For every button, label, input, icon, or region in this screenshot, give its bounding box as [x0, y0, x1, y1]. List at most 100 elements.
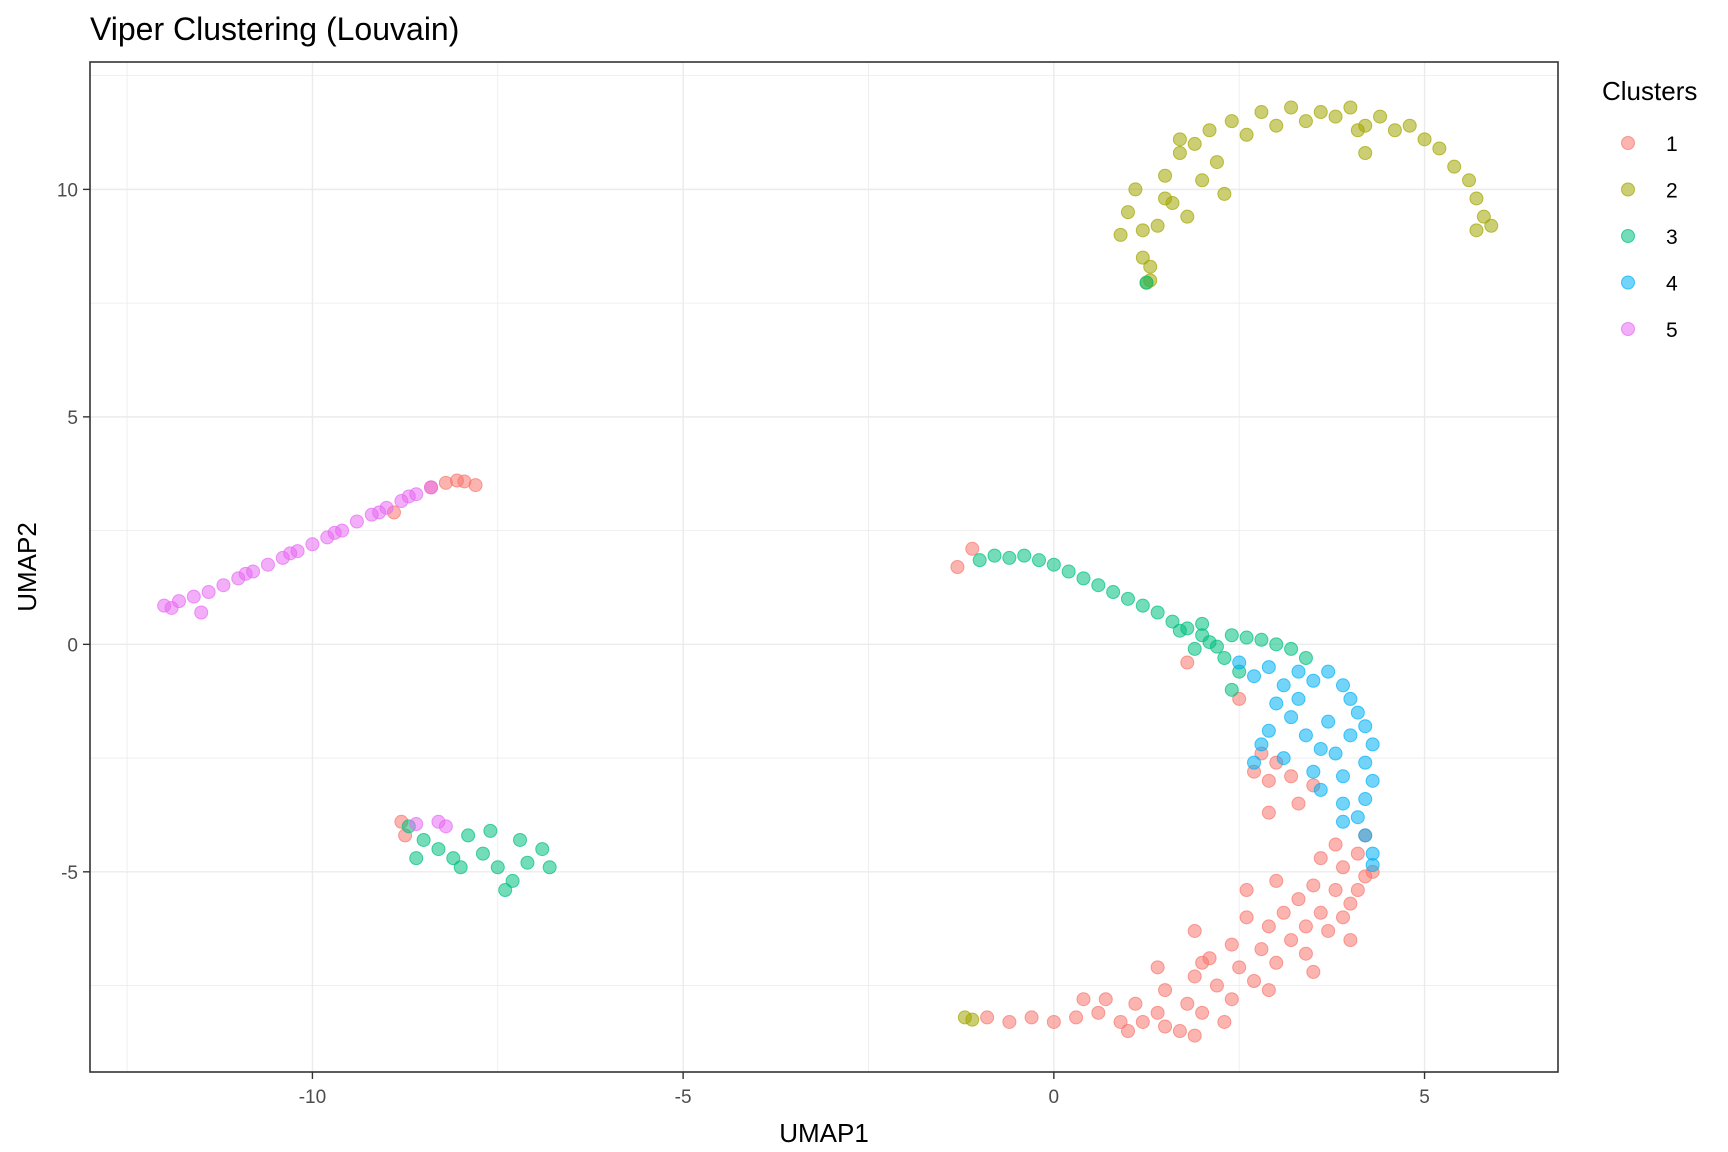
data-point: [201, 585, 216, 600]
data-point: [1187, 969, 1202, 984]
data-point: [1098, 992, 1113, 1007]
data-point: [1298, 946, 1313, 961]
x-axis-label: UMAP1: [779, 1118, 869, 1148]
data-point: [1254, 632, 1269, 647]
data-point: [1261, 660, 1276, 675]
data-point: [535, 842, 550, 857]
data-point: [468, 478, 483, 493]
data-point: [1350, 810, 1365, 825]
data-point: [1120, 1024, 1135, 1039]
data-point: [1217, 1014, 1232, 1029]
data-point: [1202, 123, 1217, 138]
y-tick-label: 0: [67, 635, 78, 656]
data-point: [1150, 960, 1165, 975]
gridlines: [90, 62, 1558, 1072]
legend-label: 2: [1666, 180, 1678, 203]
data-point: [1217, 650, 1232, 665]
data-point: [305, 537, 320, 552]
data-point: [513, 832, 528, 847]
x-tick-label: -5: [675, 1087, 692, 1108]
y-axis-ticks: -5 0 5 10: [57, 180, 90, 884]
data-point: [950, 560, 965, 574]
data-point: [401, 489, 416, 504]
data-point: [1120, 205, 1135, 220]
data-point: [1076, 571, 1091, 586]
data-point: [1335, 860, 1350, 875]
data-point: [1180, 996, 1195, 1011]
data-point: [1321, 714, 1336, 729]
data-point: [1365, 737, 1380, 752]
x-axis-ticks: -10 -5 0 5: [299, 1072, 1430, 1108]
data-point: [1484, 218, 1499, 233]
data-point: [1150, 605, 1165, 620]
data-point: [1247, 974, 1262, 989]
data-point: [1269, 118, 1284, 133]
data-point: [1091, 1005, 1106, 1020]
data-point: [1209, 978, 1224, 993]
data-point: [1046, 557, 1061, 572]
data-point: [1224, 937, 1239, 952]
y-axis-label: UMAP2: [12, 522, 42, 612]
data-point: [1387, 123, 1402, 138]
data-point: [424, 480, 439, 495]
data-point: [1261, 723, 1276, 738]
data-point: [1106, 585, 1121, 600]
data-point: [1313, 741, 1328, 756]
data-point: [1113, 227, 1128, 242]
data-point: [1306, 878, 1321, 893]
data-point: [1335, 814, 1350, 829]
legend-key: [1621, 182, 1635, 197]
data-point: [1150, 1005, 1165, 1020]
data-point: [1172, 623, 1187, 638]
data-point: [1172, 132, 1187, 147]
data-point: [1158, 168, 1173, 183]
data-point: [1076, 992, 1091, 1007]
data-point: [1313, 105, 1328, 120]
data-point: [1358, 755, 1373, 770]
y-tick-label: 10: [57, 180, 78, 201]
data-point: [349, 514, 364, 529]
data-point: [1373, 109, 1388, 124]
data-point: [1298, 919, 1313, 934]
data-point: [987, 548, 1002, 563]
data-point: [1209, 639, 1224, 654]
data-point: [1261, 805, 1276, 820]
data-point: [1195, 173, 1210, 188]
data-point: [216, 578, 231, 593]
data-point: [1358, 719, 1373, 734]
data-point: [1032, 553, 1047, 568]
data-point: [1158, 191, 1173, 206]
legend-label: 4: [1666, 273, 1678, 296]
data-point: [1128, 996, 1143, 1011]
legend-key: [1621, 322, 1635, 336]
data-point: [1335, 678, 1350, 693]
data-point: [1269, 873, 1284, 888]
data-point: [164, 600, 179, 615]
data-point: [1187, 1028, 1202, 1043]
data-point: [1284, 641, 1299, 656]
data-point: [1476, 209, 1491, 224]
data-point: [1291, 664, 1306, 679]
data-point: [1261, 773, 1276, 788]
data-point: [1135, 598, 1150, 613]
data-point: [965, 541, 980, 556]
data-point: [1350, 846, 1365, 861]
data-point: [1365, 857, 1380, 872]
data-point: [1358, 828, 1373, 843]
data-point: [1172, 145, 1187, 160]
data-point: [1298, 114, 1313, 129]
data-point: [1232, 655, 1247, 670]
data-point: [1232, 691, 1247, 706]
x-tick-label: 5: [1419, 1087, 1430, 1108]
data-point: [1447, 159, 1462, 174]
data-point: [1172, 1024, 1187, 1039]
legend-label: 1: [1666, 133, 1678, 156]
data-point: [520, 855, 535, 870]
data-point: [1165, 614, 1180, 629]
legend-title: Clusters: [1602, 76, 1697, 106]
data-point: [372, 505, 387, 520]
data-point: [980, 1010, 995, 1025]
series-4: [1232, 655, 1380, 872]
series-3: [401, 275, 1313, 898]
data-point: [1158, 1019, 1173, 1034]
